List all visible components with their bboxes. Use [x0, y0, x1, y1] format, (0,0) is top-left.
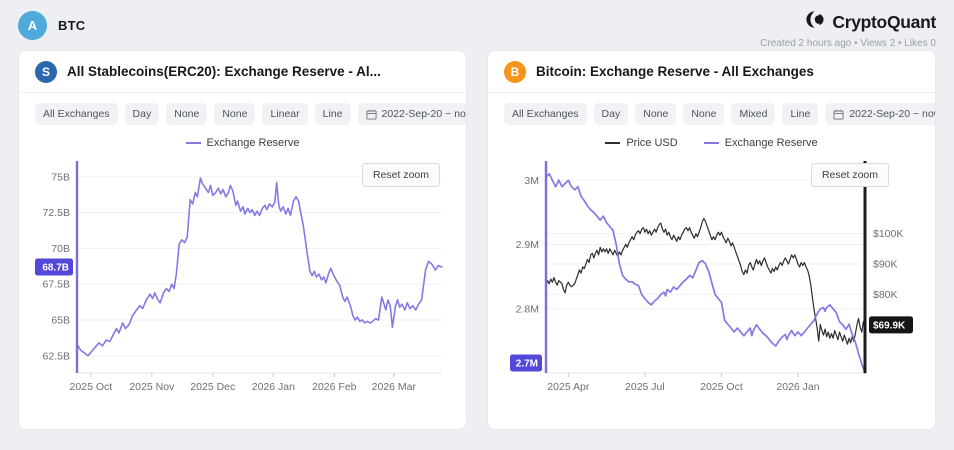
brand-logo[interactable]: CryptoQuant — [805, 9, 936, 35]
legend-label: Exchange Reserve — [725, 137, 818, 149]
toolbar-chip[interactable]: Mixed — [731, 103, 775, 125]
avatar[interactable]: A — [18, 11, 47, 40]
x-tick-label: 2025 Jul — [625, 381, 665, 393]
y-tick-label: 3M — [524, 175, 539, 187]
reset-zoom-button[interactable]: Reset zoom — [362, 163, 440, 187]
brand-name: CryptoQuant — [832, 12, 936, 33]
date-range-chip[interactable]: 2022-Sep-20 ~ now — [358, 103, 467, 125]
series-line-price-usd — [546, 219, 865, 345]
x-tick-label: 2025 Apr — [547, 381, 590, 393]
toolbar-chip[interactable]: None — [214, 103, 255, 125]
top-header: A BTC CryptoQuant Created 2 hours ago • … — [0, 0, 954, 50]
legend-item[interactable]: Exchange Reserve — [704, 137, 818, 149]
page: { "page": { "bg": "#edeff2", "header": {… — [0, 0, 954, 450]
cryptoquant-logo-icon — [805, 9, 826, 35]
legend-swatch — [704, 142, 719, 144]
x-tick-label: 2025 Oct — [70, 381, 113, 393]
legend-item[interactable]: Price USD — [605, 137, 677, 149]
y-tick-label: $80K — [873, 289, 898, 301]
x-tick-label: 2026 Mar — [372, 381, 417, 393]
date-range-chip[interactable]: 2022-Sep-20 ~ now — [825, 103, 936, 125]
calendar-icon — [366, 109, 377, 120]
page-meta: Created 2 hours ago • Views 2 • Likes 0 — [760, 38, 936, 49]
toolbar: All Exchanges Day None None Mixed Line 2022-Se… — [488, 93, 935, 129]
chart-canvas[interactable]: 2025 Apr 2025 Jul 2025 Oct 2026 Jan 2.8M 2.9M… — [502, 151, 923, 403]
x-tick-label: 2026 Feb — [312, 381, 357, 393]
axis-badge-label: $69.9K — [873, 320, 906, 331]
y-tick-label: 72.5B — [43, 207, 70, 219]
x-tick-label: 2025 Oct — [700, 381, 743, 393]
y-tick-label: 65B — [51, 315, 70, 327]
bitcoin-icon: B — [504, 61, 526, 83]
chart-canvas[interactable]: 2025 Oct 2025 Nov 2025 Dec 2026 Jan 2026 Feb… — [33, 151, 454, 403]
x-tick-label: 2025 Dec — [190, 381, 235, 393]
y-tick-label: 67.5B — [43, 279, 70, 291]
y-tick-label: 75B — [51, 171, 70, 183]
y-tick-label: 2.9M — [516, 239, 539, 251]
toolbar-chip[interactable]: Linear — [262, 103, 307, 125]
x-tick-label: 2026 Jan — [776, 381, 819, 393]
y-tick-label: 62.5B — [43, 350, 70, 362]
x-tick-label: 2026 Jan — [252, 381, 295, 393]
toolbar-chip[interactable]: Day — [594, 103, 629, 125]
toolbar-chip[interactable]: None — [683, 103, 724, 125]
charts-row: S All Stablecoins(ERC20): Exchange Reser… — [0, 50, 954, 430]
legend-label: Exchange Reserve — [207, 137, 300, 149]
toolbar: All Exchanges Day None None Linear Line 2022-S… — [19, 93, 466, 129]
card-header: B Bitcoin: Exchange Reserve - All Exchan… — [488, 51, 935, 93]
chart-title: All Stablecoins(ERC20): Exchange Reserve… — [67, 64, 381, 79]
series-line-exchange-reserve — [77, 178, 442, 356]
toolbar-chip[interactable]: None — [635, 103, 676, 125]
axis-badge-label: 68.7B — [42, 263, 69, 274]
chart-title: Bitcoin: Exchange Reserve - All Exchange… — [536, 64, 814, 79]
symbol-label: BTC — [58, 18, 85, 33]
toolbar-chip[interactable]: Line — [782, 103, 818, 125]
y-tick-label: $90K — [873, 258, 898, 270]
legend: Exchange Reserve — [19, 129, 466, 151]
toolbar-chip[interactable]: Line — [315, 103, 351, 125]
legend-swatch — [605, 142, 620, 144]
y-tick-label: 70B — [51, 243, 70, 255]
card-header: S All Stablecoins(ERC20): Exchange Reser… — [19, 51, 466, 93]
stablecoin-chart-card: S All Stablecoins(ERC20): Exchange Reser… — [18, 50, 467, 430]
axis-badge-label: 2.7M — [516, 359, 538, 370]
y-tick-label: 2.8M — [516, 303, 539, 315]
legend-swatch — [186, 142, 201, 144]
legend-label: Price USD — [626, 137, 677, 149]
series-line-exchange-reserve — [546, 174, 865, 373]
toolbar-chip[interactable]: All Exchanges — [504, 103, 587, 125]
y-tick-label: $100K — [873, 228, 903, 240]
calendar-icon — [833, 109, 844, 120]
reset-zoom-button[interactable]: Reset zoom — [811, 163, 889, 187]
toolbar-chip[interactable]: None — [166, 103, 207, 125]
toolbar-chip[interactable]: Day — [125, 103, 160, 125]
chart-area: Reset zoom 2025 Apr 2025 Jul 2025 Oct 2026 … — [488, 151, 935, 408]
x-tick-label: 2025 Nov — [129, 381, 175, 393]
stablecoin-icon: S — [35, 61, 57, 83]
toolbar-chip[interactable]: All Exchanges — [35, 103, 118, 125]
bitcoin-chart-card: B Bitcoin: Exchange Reserve - All Exchan… — [487, 50, 936, 430]
chart-area: Reset zoom 2025 Oct 2025 Nov 2025 Dec 2026 … — [19, 151, 466, 408]
legend-item[interactable]: Exchange Reserve — [186, 137, 300, 149]
legend: Price USD Exchange Reserve — [488, 129, 935, 151]
